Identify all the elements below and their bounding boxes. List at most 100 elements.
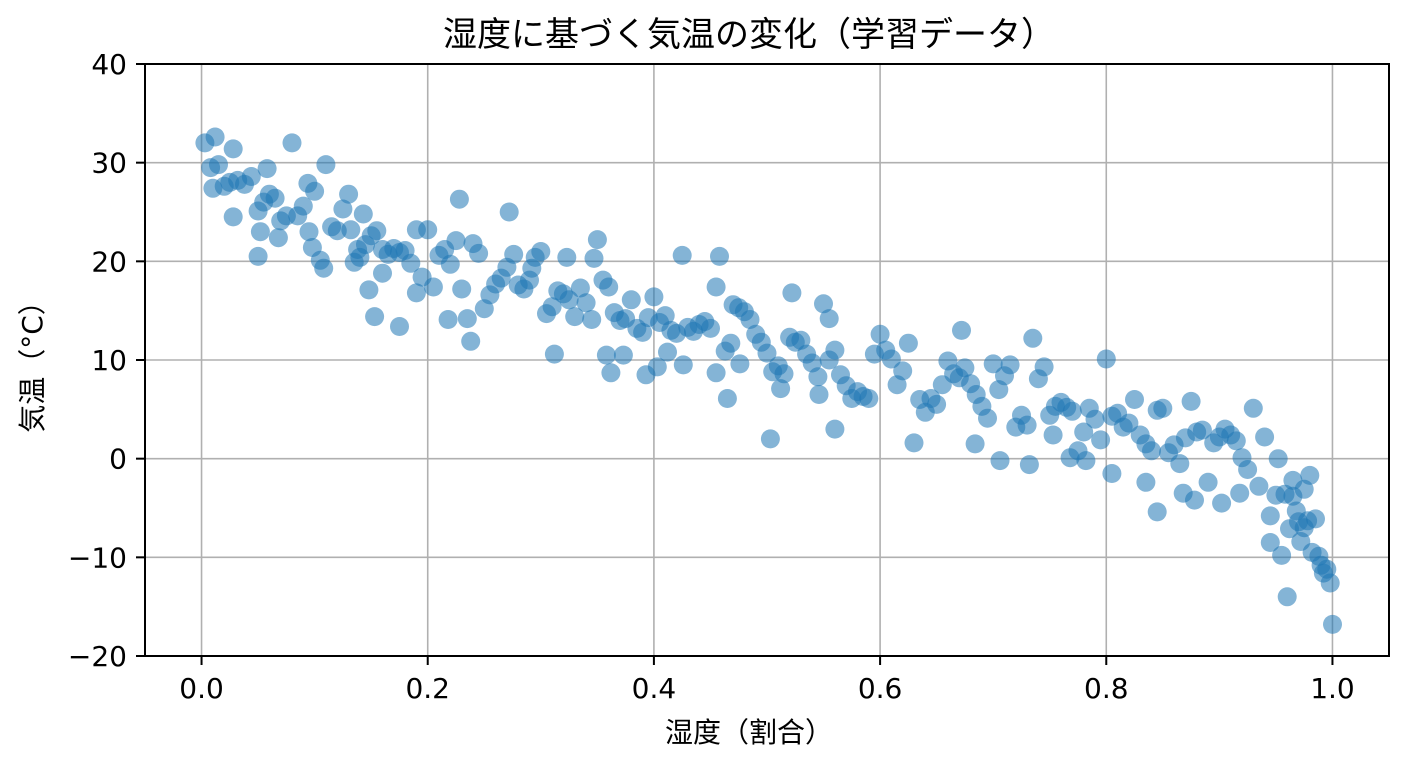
y-tick-label: 0 [109, 443, 127, 476]
scatter-point [576, 293, 596, 313]
data-points [195, 127, 1342, 634]
scatter-point [644, 287, 664, 307]
scatter-point [344, 252, 364, 272]
x-tick-label: 1.0 [1310, 672, 1355, 705]
y-tick-label: −10 [68, 541, 127, 574]
scatter-point [504, 244, 524, 264]
scatter-point [1181, 391, 1201, 411]
scatter-point [1260, 533, 1280, 552]
scatter-point [771, 379, 791, 399]
scatter-point [782, 283, 802, 303]
scatter-point [333, 199, 353, 219]
x-tick-label: 0.4 [632, 672, 677, 705]
scatter-point [596, 345, 616, 365]
scatter-point [1000, 355, 1020, 375]
scatter-point [209, 155, 228, 175]
scatter-point [282, 133, 302, 153]
scatter-point [870, 324, 890, 344]
y-tick-label: 40 [91, 48, 127, 81]
scatter-point [1091, 430, 1111, 450]
scatter-point [1306, 509, 1325, 529]
scatter-point [730, 354, 750, 374]
scatter-point [1238, 460, 1258, 479]
scatter-point [314, 258, 334, 278]
scatter-point [1277, 587, 1297, 607]
scatter-point [587, 230, 607, 250]
scatter-point [452, 279, 472, 299]
scatter-point [390, 317, 409, 336]
scatter-point [1153, 398, 1173, 418]
scatter-point [1260, 506, 1280, 526]
scatter-point [250, 222, 270, 242]
scatter-point [760, 429, 780, 449]
scatter-point [499, 202, 519, 222]
scatter-point [565, 307, 585, 327]
scatter-point [1275, 484, 1295, 504]
scatter-point [1283, 470, 1303, 490]
x-tick-label: 0.8 [1084, 672, 1129, 705]
scatter-point [721, 333, 741, 353]
scatter-point [559, 290, 579, 310]
y-tick-label: 20 [91, 245, 127, 278]
scatter-point [401, 253, 421, 273]
scatter-point [774, 364, 794, 384]
scatter-point [461, 331, 481, 351]
scatter-point [955, 358, 975, 378]
scatter-point [418, 220, 438, 240]
scatter-point [1268, 449, 1288, 469]
scatter-point [341, 220, 361, 240]
scatter-point [599, 277, 619, 297]
scatter-point [373, 263, 392, 283]
scatter-point [1043, 425, 1063, 445]
scatter-point [1323, 614, 1342, 634]
scatter-point [706, 363, 726, 383]
scatter-point [1017, 415, 1037, 435]
scatter-point [701, 318, 720, 338]
scatter-point [673, 355, 693, 375]
scatter-point [655, 306, 675, 326]
scatter-point [983, 354, 1003, 374]
scatter-point [268, 228, 288, 248]
scatter-point [1272, 545, 1292, 565]
scatter-point [1060, 448, 1080, 468]
scatter-point [740, 310, 760, 329]
scatter-point [542, 297, 562, 317]
scatter-point [1185, 490, 1204, 510]
scatter-point [706, 277, 726, 297]
y-tick-label: −20 [68, 640, 127, 673]
scatter-point [825, 419, 845, 439]
scatter-point [1102, 464, 1122, 483]
scatter-point [1320, 573, 1340, 593]
scatter-point [570, 278, 590, 298]
scatter-point [814, 294, 833, 314]
scatter-point [757, 343, 777, 363]
scatter-point [819, 350, 839, 370]
y-axis-ticks: −20 −10 0 10 20 30 40 [68, 48, 145, 673]
scatter-point [1119, 413, 1139, 433]
x-tick-label: 0.0 [179, 672, 224, 705]
scatter-point [223, 139, 243, 159]
scatter-point [1230, 483, 1250, 503]
scatter-point [557, 247, 577, 267]
scatter-point [647, 357, 667, 377]
scatter-point [859, 389, 879, 408]
scatter-point [881, 349, 901, 369]
scatter-point [601, 363, 621, 383]
scatter-point [316, 155, 336, 175]
y-tick-label: 30 [91, 147, 127, 180]
scatter-point [544, 344, 564, 364]
scatter-point [449, 189, 469, 209]
y-tick-label: 10 [91, 344, 127, 377]
scatter-point [978, 408, 997, 428]
scatter-point [898, 333, 918, 353]
scatter-point [990, 451, 1010, 471]
scatter-point [353, 204, 373, 224]
scatter-point [1255, 427, 1275, 447]
chart-title: 湿度に基づく気温の変化（学習データ） [443, 15, 1055, 55]
scatter-point [1198, 472, 1218, 492]
scatter-point [1074, 422, 1094, 442]
scatter-point [658, 342, 677, 362]
scatter-point [717, 389, 737, 408]
x-tick-label: 0.6 [858, 672, 903, 705]
